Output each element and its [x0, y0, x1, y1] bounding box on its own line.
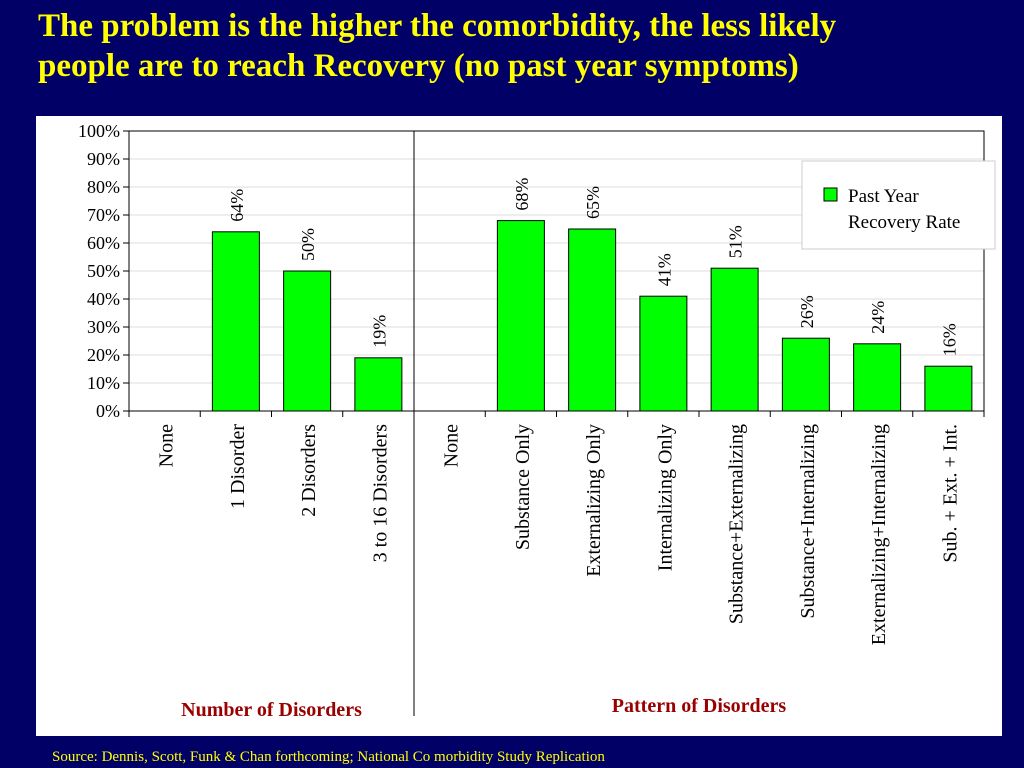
bar [639, 295, 688, 412]
data-labels: 64% 50% 19% 68% 65% 41% 51% 26% 24% 16% [227, 178, 960, 357]
y-tick-label: 10% [87, 373, 120, 393]
group-label: Number of Disorders [181, 699, 362, 721]
axes: 0% 10% 20% 30% 40% 50% 60% 70% 80% 90% 100% [78, 121, 985, 716]
bars [211, 220, 973, 412]
category-label: Externalizing Only [583, 424, 605, 577]
bar [283, 270, 332, 412]
data-label: 41% [654, 253, 674, 286]
category-label: None [156, 424, 178, 467]
y-tick-label: 70% [87, 205, 120, 225]
bar [568, 228, 617, 412]
y-tick-label: 90% [87, 149, 120, 169]
data-label: 51% [726, 225, 746, 258]
category-label: 3 to 16 Disorders [369, 424, 391, 563]
bar [781, 337, 830, 412]
legend-label-line-2: Recovery Rate [848, 212, 960, 233]
data-label: 50% [298, 228, 318, 261]
legend-box [801, 160, 996, 250]
source-note: Source: Dennis, Scott, Funk & Chan forth… [52, 749, 605, 765]
y-tick-label: 20% [87, 345, 120, 365]
data-label: 64% [227, 189, 247, 222]
category-label: 2 Disorders [298, 424, 320, 517]
bar [924, 365, 973, 412]
slide-title: The problem is the higher the comorbidit… [38, 6, 1008, 86]
legend-swatch [823, 187, 838, 202]
category-label: Substance Only [512, 424, 534, 550]
category-label: Substance+Internalizing [797, 424, 819, 619]
data-label: 19% [369, 315, 389, 348]
category-label: Sub. + Ext. + Int. [939, 424, 961, 563]
category-labels: None 1 Disorder 2 Disorders 3 to 16 Disorde… [156, 424, 962, 646]
y-tick-label: 0% [96, 401, 120, 421]
bar [354, 357, 403, 412]
slide-title-line-2: people are to reach Recovery (no past ye… [38, 48, 799, 84]
y-tick-label: 30% [87, 317, 120, 337]
legend: Past Year Recovery Rate [801, 160, 996, 250]
data-label: 16% [939, 323, 959, 356]
y-tick-label: 100% [78, 121, 120, 141]
gridlines [129, 158, 984, 384]
chart-panel: 0% 10% 20% 30% 40% 50% 60% 70% 80% 90% 100% 64% 50%… [36, 116, 1002, 736]
data-label: 68% [512, 178, 532, 211]
legend-label-line-1: Past Year [848, 186, 919, 207]
bar [211, 231, 260, 412]
slide-title-line-1: The problem is the higher the comorbidit… [38, 8, 837, 44]
group-label: Pattern of Disorders [612, 695, 787, 717]
category-label: None [441, 424, 463, 467]
category-label: Externalizing+Internalizing [868, 424, 890, 645]
bar [710, 267, 759, 412]
y-tick-label: 80% [87, 177, 120, 197]
category-label: 1 Disorder [227, 424, 249, 509]
data-label: 26% [797, 295, 817, 328]
bar-chart: 0% 10% 20% 30% 40% 50% 60% 70% 80% 90% 100% 64% 50%… [78, 121, 996, 721]
data-label: 24% [868, 301, 888, 334]
bar [496, 220, 545, 412]
y-tick-label: 50% [87, 261, 120, 281]
y-tick-label: 60% [87, 233, 120, 253]
group-labels: Number of Disorders Pattern of Disorders [181, 695, 786, 721]
bar [853, 343, 902, 412]
category-label: Substance+Externalizing [726, 424, 748, 624]
y-tick-label: 40% [87, 289, 120, 309]
data-label: 65% [583, 186, 603, 219]
category-label: Internalizing Only [654, 424, 676, 571]
